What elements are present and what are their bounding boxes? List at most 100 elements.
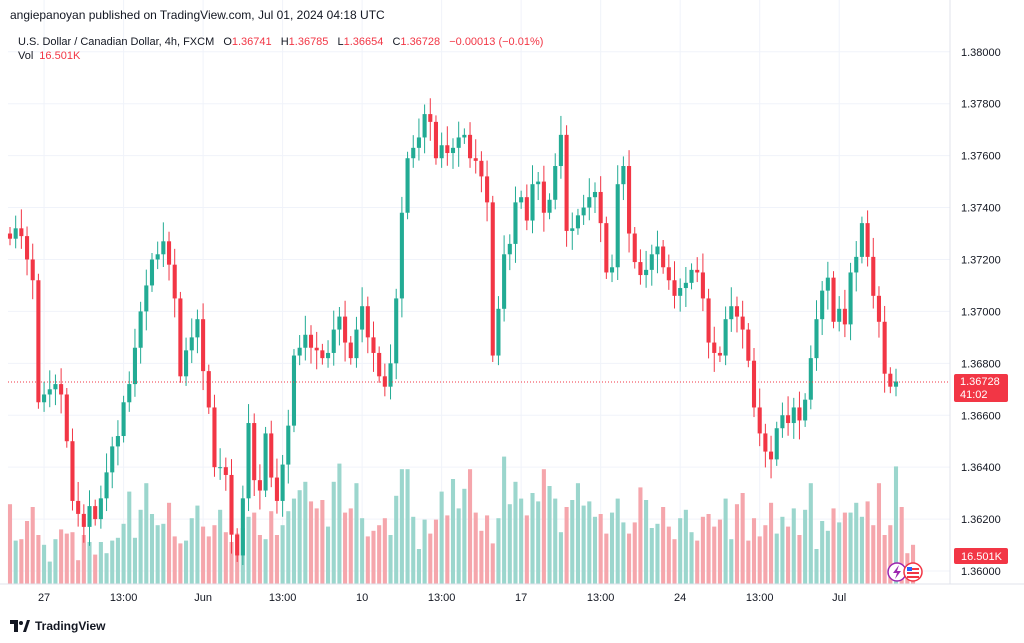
candle xyxy=(734,296,740,333)
candle xyxy=(859,216,864,264)
volume-bar xyxy=(229,542,234,584)
candle xyxy=(377,346,382,383)
price-tick-label: 1.36200 xyxy=(961,514,1001,526)
candle xyxy=(769,435,774,479)
volume-bar xyxy=(598,514,603,584)
volume-bar xyxy=(127,491,132,584)
candle xyxy=(558,115,563,179)
price-tick-label: 1.37800 xyxy=(961,99,1001,111)
volume-bar xyxy=(132,537,137,584)
candle xyxy=(308,325,314,364)
volume-bar xyxy=(411,516,416,584)
time-tick-label: 13:00 xyxy=(746,592,774,604)
volume-bar xyxy=(769,502,774,584)
candle xyxy=(854,241,859,292)
candle xyxy=(98,485,103,529)
time-tick-label: 17 xyxy=(515,592,527,604)
candle xyxy=(467,122,473,168)
candle xyxy=(638,249,643,285)
volume-bar xyxy=(456,508,461,584)
volume-bar xyxy=(212,525,217,584)
candle xyxy=(19,209,24,249)
volume-bar xyxy=(433,519,439,584)
volume-label[interactable]: Vol xyxy=(18,50,34,62)
candle xyxy=(661,240,666,274)
volume-bar xyxy=(286,511,291,584)
candle xyxy=(343,300,348,362)
last-price-label: 1.36728 xyxy=(960,376,1000,388)
volume-bar xyxy=(893,466,899,584)
candle xyxy=(456,121,461,167)
candle xyxy=(149,252,155,292)
volume-bar xyxy=(172,536,177,584)
volume-bar xyxy=(547,486,552,584)
bar-countdown-label: 41:02 xyxy=(960,389,988,401)
volume-bar xyxy=(570,500,575,584)
volume-tag: 16.501K xyxy=(954,548,1008,564)
volume-bar xyxy=(331,481,336,584)
price-axis[interactable]: 1.38000 1.37800 1.37600 1.37400 1.37200 1.370… xyxy=(949,0,1001,584)
volume-bar xyxy=(814,549,819,584)
publish-info: angiepanoyan published on TradingView.co… xyxy=(10,8,385,22)
time-tick-label: 27 xyxy=(38,592,50,604)
volume-bar xyxy=(797,535,802,584)
us-flag-icon[interactable] xyxy=(903,562,923,582)
candle xyxy=(462,128,467,144)
volume-bar xyxy=(513,481,518,584)
high-value: 1.36785 xyxy=(288,36,329,48)
volume-bar xyxy=(303,481,308,584)
candle xyxy=(428,98,433,141)
time-axis[interactable]: 27 13:00 Jun 13:00 10 13:00 17 13:00 24 13:00 Jul xyxy=(0,583,1024,604)
volume-bar xyxy=(274,535,279,584)
price-tick-label: 1.37200 xyxy=(961,254,1001,266)
volume-bar xyxy=(820,521,825,584)
volume-bar xyxy=(343,512,348,584)
candle xyxy=(700,253,705,312)
candle xyxy=(195,309,200,354)
candle xyxy=(36,273,41,409)
low-value: 1.36654 xyxy=(343,36,384,48)
candle xyxy=(541,165,546,232)
volume-bar xyxy=(899,507,904,584)
volume-bar xyxy=(876,483,882,584)
volume-bar xyxy=(7,504,13,584)
candle xyxy=(411,135,416,168)
volume-bar xyxy=(712,526,717,584)
candle xyxy=(269,420,274,488)
candle xyxy=(479,151,484,193)
candle xyxy=(240,485,245,566)
volume-bar xyxy=(502,456,507,584)
volume-bar xyxy=(831,508,836,584)
volume-bar xyxy=(291,498,297,584)
low-label: L xyxy=(337,36,344,48)
volume-bar xyxy=(81,535,86,584)
volume-bar xyxy=(490,543,495,584)
candle xyxy=(876,286,882,338)
price-tick-label: 1.37400 xyxy=(961,203,1001,215)
volume-bar xyxy=(587,501,592,584)
volume-bar xyxy=(189,518,194,584)
candle xyxy=(354,316,359,368)
volume-bar xyxy=(774,533,779,584)
candle xyxy=(831,271,836,329)
volume-bar xyxy=(848,512,853,584)
volume-bar xyxy=(394,495,399,584)
volume-bar xyxy=(462,488,467,584)
candle xyxy=(473,139,478,174)
candle xyxy=(87,490,92,546)
candle xyxy=(825,261,830,310)
volume-bar xyxy=(825,530,830,584)
volume-bar xyxy=(161,523,166,584)
candle xyxy=(326,340,331,368)
symbol-title[interactable]: U.S. Dollar / Canadian Dollar, 4h, FXCM xyxy=(18,36,215,48)
volume-bar xyxy=(882,535,887,584)
volume-bar xyxy=(638,487,643,584)
candle xyxy=(723,306,728,366)
volume-bar xyxy=(689,532,694,584)
candle xyxy=(683,267,688,307)
footer-brand[interactable]: TradingView xyxy=(10,619,105,633)
candle xyxy=(570,212,575,250)
candle xyxy=(524,184,529,231)
